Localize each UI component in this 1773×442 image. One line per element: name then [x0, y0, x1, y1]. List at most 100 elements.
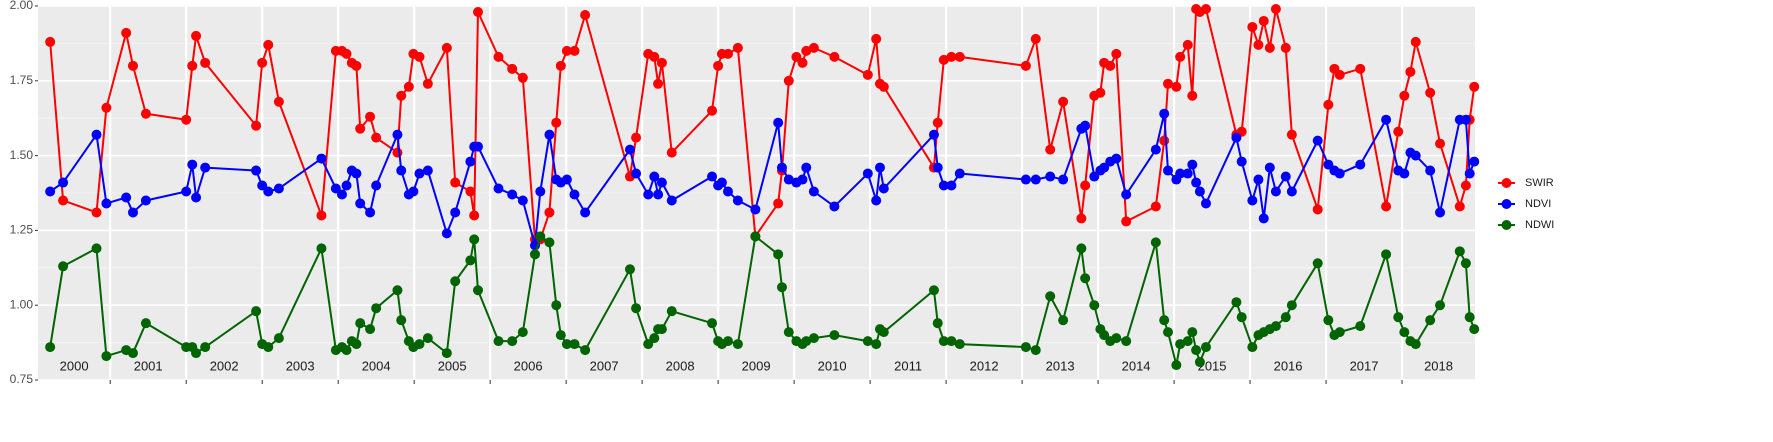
data-point	[535, 186, 546, 197]
data-point	[1264, 162, 1275, 173]
data-point	[561, 339, 572, 350]
data-point	[1435, 138, 1446, 149]
data-point	[450, 177, 461, 188]
data-point	[316, 210, 327, 221]
data-point	[1435, 207, 1446, 218]
data-point	[938, 180, 949, 191]
data-point	[1121, 216, 1132, 227]
data-point	[355, 198, 366, 209]
data-point	[465, 156, 476, 167]
year-label: 2013	[1046, 358, 1075, 373]
data-point	[783, 75, 794, 86]
data-point	[127, 207, 138, 218]
data-point	[422, 165, 433, 176]
data-point	[801, 336, 812, 347]
data-point	[191, 30, 202, 41]
data-point	[561, 174, 572, 185]
data-point	[191, 348, 202, 359]
year-label: 2016	[1274, 358, 1303, 373]
data-point	[187, 159, 198, 170]
data-point	[121, 27, 132, 38]
data-point	[493, 183, 504, 194]
data-point	[1187, 159, 1198, 170]
legend-label: NDWI	[1525, 219, 1554, 231]
data-point	[1454, 246, 1465, 257]
data-point	[928, 285, 939, 296]
year-label: 2012	[970, 358, 999, 373]
data-point	[656, 324, 667, 335]
year-label: 2017	[1350, 358, 1379, 373]
data-point	[946, 180, 957, 191]
data-point	[341, 345, 352, 356]
data-point	[649, 51, 660, 62]
data-point	[396, 90, 407, 101]
year-label: 2014	[1122, 358, 1151, 373]
data-point	[91, 129, 102, 140]
data-point	[1058, 96, 1069, 107]
y-tick-label: 1.25	[10, 223, 34, 237]
data-point	[773, 198, 784, 209]
data-point	[954, 168, 965, 179]
data-point	[1191, 177, 1202, 188]
data-point	[544, 129, 555, 140]
data-point	[1171, 360, 1182, 371]
data-point	[580, 207, 591, 218]
data-point	[403, 81, 414, 92]
year-label: 2006	[514, 358, 543, 373]
data-point	[187, 60, 198, 71]
data-point	[441, 42, 452, 53]
data-point	[1159, 108, 1170, 119]
data-point	[569, 339, 580, 350]
data-point	[808, 186, 819, 197]
data-point	[465, 255, 476, 266]
data-point	[316, 153, 327, 164]
data-point	[371, 180, 382, 191]
data-point	[732, 195, 743, 206]
data-point	[450, 276, 461, 287]
data-point	[829, 330, 840, 341]
data-point	[200, 162, 211, 173]
data-point	[544, 207, 555, 218]
data-point	[1058, 174, 1069, 185]
data-point	[1162, 78, 1173, 89]
data-point	[1076, 243, 1087, 254]
data-point	[776, 162, 787, 173]
data-point	[723, 186, 734, 197]
data-point	[1425, 87, 1436, 98]
data-point	[878, 183, 889, 194]
data-point	[808, 333, 819, 344]
data-point	[707, 171, 718, 182]
data-point	[365, 111, 376, 122]
data-point	[127, 60, 138, 71]
data-point	[561, 45, 572, 56]
data-point	[1253, 174, 1264, 185]
data-point	[928, 129, 939, 140]
data-point	[1334, 327, 1345, 338]
data-point	[408, 186, 419, 197]
data-point	[101, 198, 112, 209]
data-point	[58, 261, 69, 272]
data-point	[1111, 333, 1122, 344]
data-point	[1175, 168, 1186, 179]
data-point	[1089, 300, 1100, 311]
data-point	[624, 264, 635, 275]
data-point	[1253, 39, 1264, 50]
data-point	[954, 51, 965, 62]
data-point	[121, 192, 132, 203]
data-point	[707, 318, 718, 329]
data-point	[551, 300, 562, 311]
data-point	[1030, 174, 1041, 185]
data-point	[1020, 174, 1031, 185]
data-point	[1150, 237, 1161, 248]
data-point	[1182, 336, 1193, 347]
data-point	[101, 351, 112, 362]
data-point	[723, 48, 734, 59]
data-point	[1280, 42, 1291, 53]
data-point	[551, 117, 562, 128]
data-point	[1105, 60, 1116, 71]
data-point	[862, 168, 873, 179]
data-point	[371, 303, 382, 314]
data-point	[1121, 336, 1132, 347]
data-point	[829, 201, 840, 212]
